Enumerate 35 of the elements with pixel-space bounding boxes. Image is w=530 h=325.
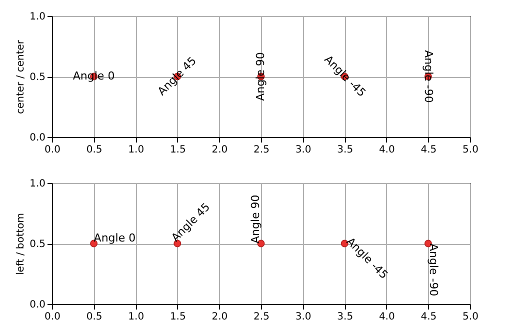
x-tick-label: 1.5 [170, 144, 186, 156]
x-tick-label: 5.0 [462, 312, 478, 322]
y-axis-title: left / bottom [16, 212, 27, 276]
y-tick-label: 1.0 [30, 12, 46, 22]
x-tick-label: 3.5 [337, 312, 354, 322]
x-tick-label: 1.0 [128, 312, 144, 322]
x-tick-label: 5.0 [462, 144, 478, 156]
x-tick-label: 0.0 [44, 144, 60, 156]
x-tick-label: 4.5 [420, 144, 437, 156]
x-tick-label: 1.0 [128, 144, 144, 156]
y-tick-label: 0.5 [30, 239, 46, 250]
x-tick-label: 3.5 [337, 144, 354, 156]
x-tick-label: 4.5 [420, 312, 437, 322]
y-axis-title: center / center [16, 39, 27, 114]
y-tick-label: 0.5 [30, 72, 46, 83]
x-tick-label: 2.5 [254, 312, 270, 322]
x-tick-label: 3.0 [295, 312, 312, 322]
x-tick-label: 0.5 [86, 144, 102, 156]
x-tick-label: 2.0 [212, 312, 228, 322]
annotation: Angle 90 [249, 194, 262, 244]
annotation: Angle 0 [94, 232, 136, 244]
annotation: Angle -90 [427, 244, 440, 296]
y-tick-label: 0.0 [30, 132, 46, 144]
x-tick-label: 1.5 [170, 312, 186, 322]
x-tick-label: 0.5 [86, 312, 102, 322]
x-tick-label: 3.0 [295, 144, 312, 156]
x-tick-label: 4.0 [378, 144, 395, 156]
x-tick-label: 0.0 [44, 312, 60, 322]
annotation: Angle -90 [422, 50, 436, 103]
x-tick-label: 2.0 [212, 144, 228, 156]
x-tick-label: 2.5 [254, 144, 270, 156]
annotation: Angle 90 [254, 52, 267, 101]
y-tick-label: 1.0 [30, 178, 46, 190]
x-tick-label: 4.0 [378, 312, 395, 322]
y-tick-label: 0.0 [30, 300, 46, 310]
